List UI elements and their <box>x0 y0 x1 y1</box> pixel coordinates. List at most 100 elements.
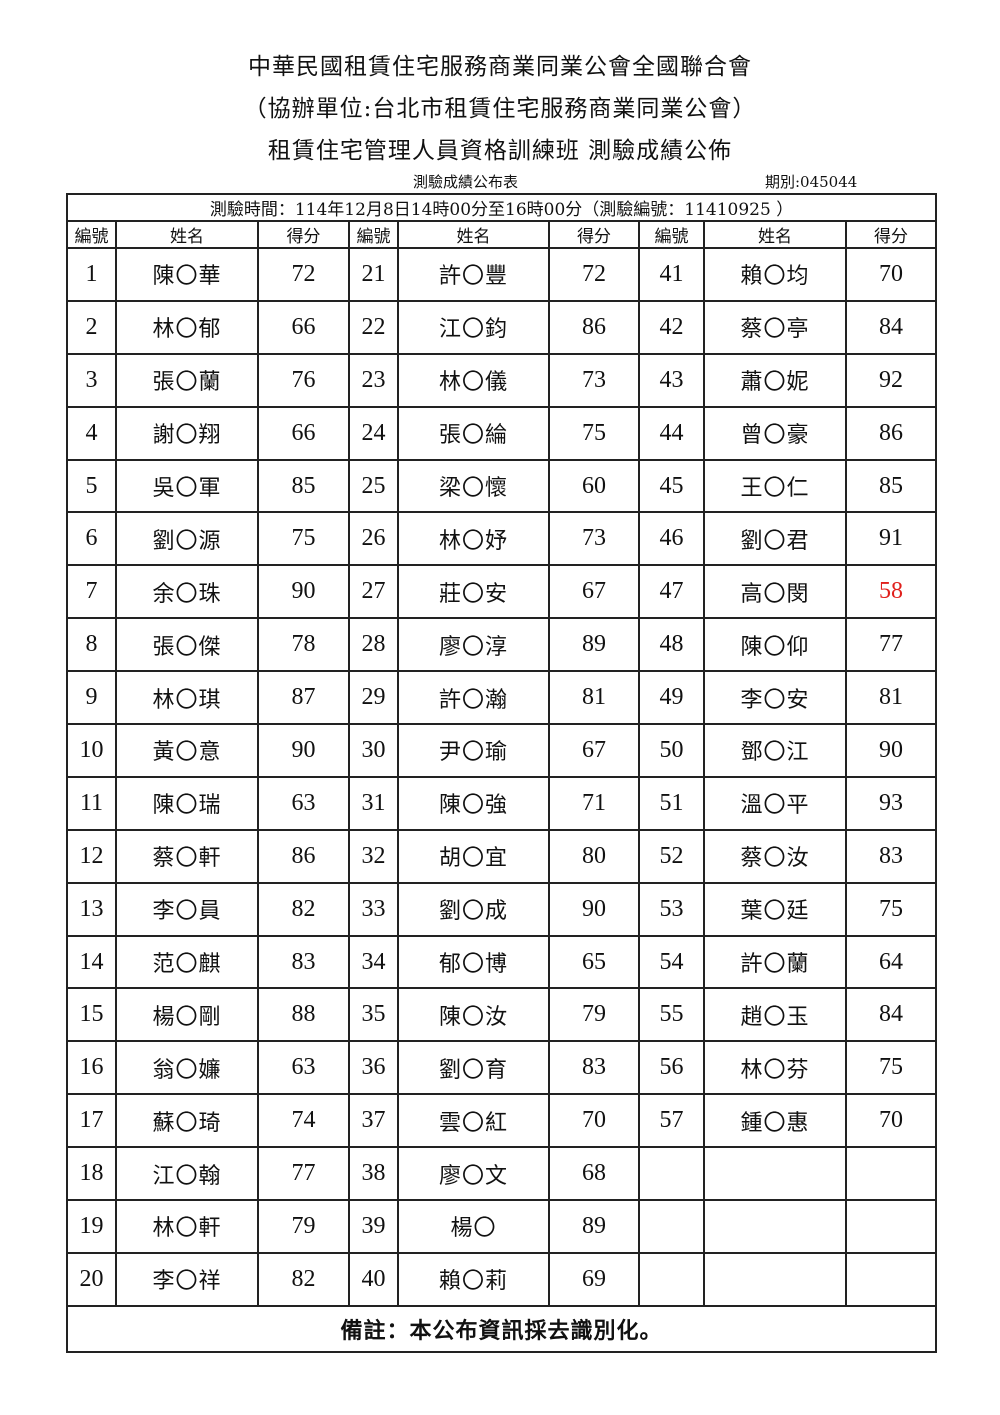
student-number: 49 <box>638 670 705 726</box>
student-number: 2 <box>66 299 117 355</box>
organization-title: 中華民國租賃住宅服務商業同業公會全國聯合會 <box>248 54 752 80</box>
student-number: 40 <box>348 1251 399 1307</box>
student-name: 許〇蘭 <box>703 934 847 990</box>
student-number: 19 <box>66 1199 117 1254</box>
empty-cell <box>638 1199 705 1254</box>
student-number: 55 <box>638 987 705 1043</box>
table-row: 5 吳〇軍 85 25 梁〇懷 60 45 王〇仁 85 <box>66 458 938 514</box>
exam-time: 測驗時間：114年12月8日14時00分至16時00分（測驗編號：1141092… <box>65 193 938 222</box>
student-name: 陳〇汝 <box>397 987 550 1043</box>
student-number: 29 <box>348 670 399 726</box>
student-name: 蔡〇汝 <box>703 828 847 884</box>
student-score: 91 <box>844 511 938 567</box>
student-score: 84 <box>844 299 938 355</box>
student-score: 90 <box>257 723 350 778</box>
student-name: 黃〇意 <box>115 723 259 778</box>
student-name: 楊〇 <box>397 1199 550 1254</box>
student-number: 13 <box>66 881 117 937</box>
table-row: 6 劉〇源 75 26 林〇妤 73 46 劉〇君 91 <box>66 511 938 567</box>
student-number: 31 <box>348 775 399 831</box>
table-row: 7 余〇珠 90 27 莊〇安 67 47 高〇閔 58 <box>66 564 938 620</box>
empty-cell <box>844 1199 938 1254</box>
student-name: 余〇珠 <box>115 564 259 620</box>
student-name: 賴〇均 <box>703 247 847 302</box>
student-number: 56 <box>638 1040 705 1096</box>
student-score: 89 <box>548 617 640 673</box>
student-number: 10 <box>66 723 117 778</box>
student-name: 高〇閔 <box>703 564 847 620</box>
student-score: 68 <box>548 1146 640 1202</box>
empty-cell <box>703 1251 847 1307</box>
name-header: 姓名 <box>115 220 259 249</box>
student-score: 75 <box>844 1040 938 1096</box>
student-number: 43 <box>638 352 705 408</box>
table-row: 15 楊〇剛 88 35 陳〇汝 79 55 趙〇玉 84 <box>66 987 938 1043</box>
student-score: 89 <box>548 1199 640 1254</box>
student-name: 劉〇源 <box>115 511 259 567</box>
student-number: 9 <box>66 670 117 726</box>
student-number: 23 <box>348 352 399 408</box>
student-name: 李〇員 <box>115 881 259 937</box>
student-name: 張〇傑 <box>115 617 259 673</box>
student-number: 28 <box>348 617 399 673</box>
name-header: 姓名 <box>397 220 550 249</box>
student-name: 李〇祥 <box>115 1251 259 1307</box>
student-score: 69 <box>548 1251 640 1307</box>
student-number: 57 <box>638 1093 705 1149</box>
student-number: 33 <box>348 881 399 937</box>
student-score: 83 <box>257 934 350 990</box>
student-score: 85 <box>257 458 350 514</box>
student-name: 林〇琪 <box>115 670 259 726</box>
student-name: 林〇妤 <box>397 511 550 567</box>
student-score: 73 <box>548 511 640 567</box>
student-name: 楊〇剛 <box>115 987 259 1043</box>
student-score: 86 <box>844 405 938 461</box>
table-row: 1 陳〇華 72 21 許〇豐 72 41 賴〇均 70 <box>66 247 938 302</box>
student-name: 廖〇文 <box>397 1146 550 1202</box>
empty-cell <box>703 1199 847 1254</box>
student-number: 32 <box>348 828 399 884</box>
student-score: 77 <box>844 617 938 673</box>
student-score: 58 <box>844 564 938 620</box>
student-score: 67 <box>548 564 640 620</box>
student-name: 郁〇博 <box>397 934 550 990</box>
student-score: 78 <box>257 617 350 673</box>
table-row: 20 李〇祥 82 40 賴〇莉 69 <box>66 1251 938 1307</box>
student-number: 46 <box>638 511 705 567</box>
student-name: 許〇豐 <box>397 247 550 302</box>
student-score: 73 <box>548 352 640 408</box>
student-name: 林〇郁 <box>115 299 259 355</box>
student-score: 90 <box>844 723 938 778</box>
student-name: 江〇翰 <box>115 1146 259 1202</box>
student-number: 42 <box>638 299 705 355</box>
student-name: 鍾〇惠 <box>703 1093 847 1149</box>
table-row: 8 張〇傑 78 28 廖〇淳 89 48 陳〇仰 77 <box>66 617 938 673</box>
student-score: 77 <box>257 1146 350 1202</box>
co-organizer: （協辦單位:台北市租賃住宅服務商業同業公會） <box>243 96 757 122</box>
student-name: 陳〇強 <box>397 775 550 831</box>
student-number: 4 <box>66 405 117 461</box>
student-number: 17 <box>66 1093 117 1149</box>
student-name: 溫〇平 <box>703 775 847 831</box>
score-header: 得分 <box>257 220 350 249</box>
student-name: 梁〇懷 <box>397 458 550 514</box>
student-number: 5 <box>66 458 117 514</box>
student-score: 75 <box>548 405 640 461</box>
score-table: 測驗時間：114年12月8日14時00分至16時00分（測驗編號：1141092… <box>65 193 938 1353</box>
student-number: 8 <box>66 617 117 673</box>
student-number: 36 <box>348 1040 399 1096</box>
student-number: 45 <box>638 458 705 514</box>
student-number: 16 <box>66 1040 117 1096</box>
student-number: 3 <box>66 352 117 408</box>
student-name: 曾〇豪 <box>703 405 847 461</box>
student-score: 63 <box>257 1040 350 1096</box>
student-number: 27 <box>348 564 399 620</box>
empty-cell <box>703 1146 847 1202</box>
student-score: 86 <box>548 299 640 355</box>
footer-note: 備註：本公布資訊採去識別化。 <box>65 1304 938 1353</box>
student-number: 47 <box>638 564 705 620</box>
student-name: 翁〇嬚 <box>115 1040 259 1096</box>
student-name: 蕭〇妮 <box>703 352 847 408</box>
student-name: 廖〇淳 <box>397 617 550 673</box>
student-name: 許〇瀚 <box>397 670 550 726</box>
